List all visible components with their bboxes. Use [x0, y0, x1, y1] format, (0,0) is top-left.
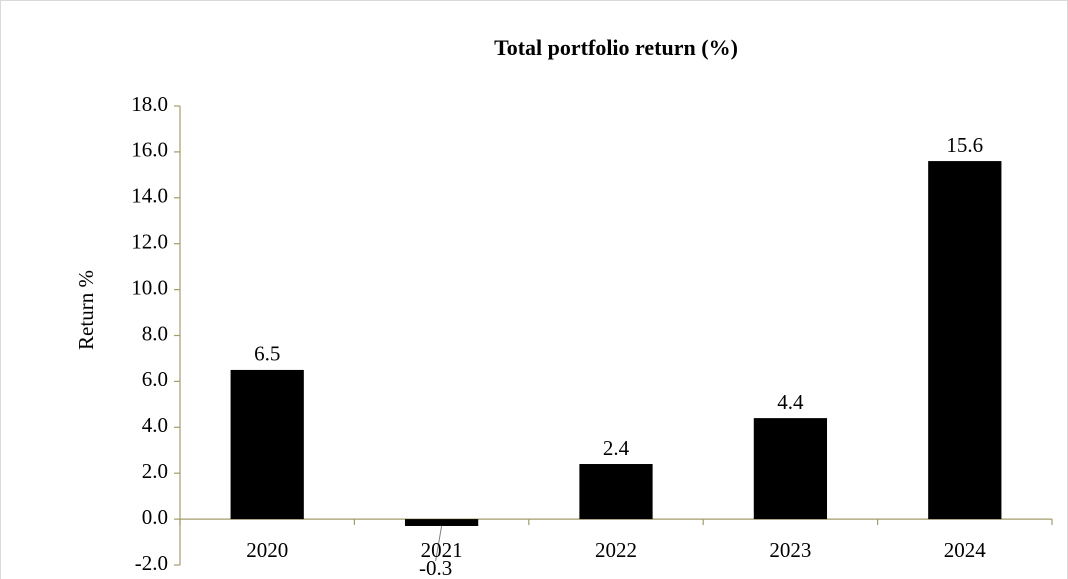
- data-label: 15.6: [946, 133, 983, 157]
- x-tick-label: 2023: [769, 538, 811, 562]
- y-tick-label: 10.0: [131, 275, 168, 299]
- bar: [579, 464, 653, 520]
- bar: [753, 418, 828, 520]
- y-tick-label: 18.0: [131, 92, 168, 116]
- data-label: 6.5: [254, 342, 280, 366]
- chart-title: Total portfolio return (%): [494, 35, 738, 60]
- y-tick-label: 6.0: [142, 367, 168, 391]
- data-label: -0.3: [419, 556, 452, 579]
- x-tick-label: 2021: [421, 538, 463, 562]
- x-tick-label: 2024: [944, 538, 987, 562]
- y-tick-label: 8.0: [142, 321, 168, 345]
- bar: [928, 161, 1002, 520]
- leader-line: [435, 525, 443, 562]
- y-tick-label: 2.0: [142, 459, 168, 483]
- y-tick-label: 12.0: [131, 230, 168, 254]
- x-tick-label: 2022: [595, 538, 637, 562]
- y-tick-label: -2.0: [135, 551, 168, 575]
- bar: [230, 369, 304, 520]
- y-axis-label: Return %: [74, 270, 98, 350]
- data-label: 4.4: [777, 390, 804, 414]
- y-tick-label: 14.0: [131, 184, 168, 208]
- y-tick-label: 4.0: [142, 413, 168, 437]
- bar: [404, 519, 479, 526]
- data-label: 2.4: [603, 436, 630, 460]
- y-tick-label: 16.0: [131, 138, 168, 162]
- y-tick-label: 0.0: [142, 505, 168, 529]
- x-tick-label: 2020: [246, 538, 288, 562]
